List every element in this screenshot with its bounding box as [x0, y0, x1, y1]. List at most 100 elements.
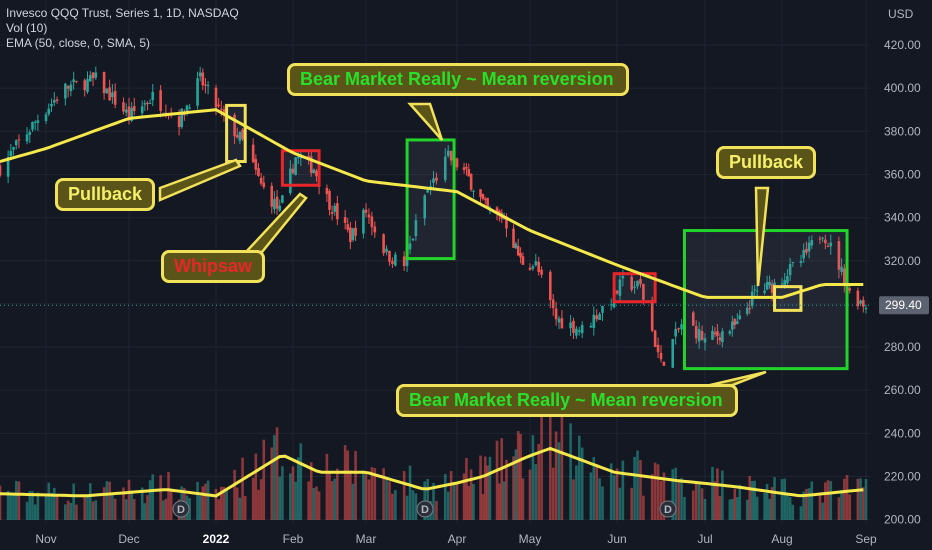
- volume-bar: [735, 497, 739, 520]
- candle-body: [414, 220, 418, 237]
- candle-body: [674, 328, 677, 337]
- last-price-badge: [879, 296, 929, 315]
- candle-body: [639, 279, 642, 285]
- volume-bar: [328, 472, 331, 520]
- volume-bar: [402, 471, 406, 520]
- volume-bar: [519, 433, 522, 520]
- volume-bar: [270, 447, 274, 520]
- candle-body: [206, 85, 210, 87]
- volume-bar: [94, 500, 98, 520]
- volume-bar: [829, 481, 833, 520]
- price-tick-label: 340.00: [884, 211, 921, 225]
- volume-bar: [713, 481, 717, 520]
- time-tick-label: May: [519, 532, 542, 546]
- volume-bar: [859, 478, 862, 520]
- candle-body: [309, 156, 313, 173]
- candle-body: [733, 319, 737, 325]
- candle-body: [656, 344, 660, 353]
- candle-body: [198, 72, 202, 77]
- volume-bar: [656, 464, 660, 520]
- volume-bar: [44, 495, 48, 520]
- candle-body: [146, 102, 149, 105]
- volume-bar: [677, 478, 680, 520]
- volume-bar: [733, 489, 737, 520]
- candle-body: [25, 134, 29, 142]
- price-tick-label: 400.00: [884, 81, 921, 95]
- candle-body: [391, 260, 394, 265]
- candle-body: [479, 189, 482, 198]
- volume-bar: [674, 467, 677, 520]
- time-tick-label: Sep: [855, 532, 877, 546]
- volume-bar: [225, 490, 228, 520]
- volume-bar: [575, 465, 578, 520]
- highlight-box-yellow: [225, 103, 247, 164]
- candle-body: [837, 241, 841, 270]
- time-tick-label: Nov: [35, 532, 56, 546]
- candle-body: [44, 114, 48, 121]
- price-axis[interactable]: USD420.00400.00380.00360.00340.00320.003…: [870, 0, 932, 550]
- dividend-marker: [416, 500, 434, 518]
- candle-body: [810, 240, 814, 246]
- volume-bar: [307, 481, 310, 520]
- volume-bar: [108, 481, 111, 520]
- dividend-marker: [659, 500, 677, 518]
- time-tick-label: Mar: [356, 532, 377, 546]
- symbol-title[interactable]: Invesco QQQ Trust, Series 1, 1D, NASDAQ: [6, 6, 239, 20]
- candle-body: [659, 353, 663, 360]
- candle-body: [349, 227, 352, 243]
- candle-body: [521, 256, 525, 265]
- candle-body: [694, 326, 698, 339]
- volume-bar: [50, 492, 53, 520]
- volume-bar: [151, 474, 155, 520]
- volume-bar: [472, 484, 475, 520]
- candle-body: [636, 280, 639, 287]
- volume-bar: [662, 472, 666, 520]
- highlight-box-red: [280, 149, 321, 187]
- time-axis-bg: [0, 526, 932, 550]
- callout-connectors: [158, 102, 770, 388]
- candle-body: [235, 135, 239, 138]
- volume-bar: [748, 475, 752, 520]
- time-axis[interactable]: Nov Dec 2022 Feb Mar Apr May Jun Jul Aug Sep: [0, 526, 932, 550]
- candle-body: [385, 248, 388, 253]
- candle-body: [204, 84, 207, 86]
- volume-bar: [217, 499, 220, 520]
- candle-body: [140, 106, 144, 114]
- volume-bar: [354, 451, 357, 520]
- volume-bar: [426, 478, 429, 520]
- volume-bar: [768, 498, 771, 520]
- volume-bar: [259, 479, 263, 520]
- volume-bar: [238, 497, 242, 520]
- volume-bar: [837, 497, 841, 520]
- volume-bar: [309, 462, 313, 520]
- candle-body: [572, 320, 575, 333]
- volume-bar: [462, 473, 466, 520]
- volume-bar: [405, 495, 409, 520]
- ema-indicator-label[interactable]: EMA (50, close, 0, SMA, 5): [6, 36, 151, 50]
- candle-body: [14, 140, 18, 146]
- volume-bar: [750, 480, 754, 520]
- candle-body: [680, 324, 683, 330]
- volume-bar: [845, 475, 849, 520]
- volume-indicator-label[interactable]: Vol (10): [6, 21, 48, 35]
- volume-bar: [481, 494, 485, 520]
- candle-body: [388, 250, 391, 262]
- volume-bar: [528, 469, 532, 520]
- volume-bar: [146, 495, 149, 520]
- candle-body: [278, 205, 282, 211]
- price-tick-label: 360.00: [884, 167, 921, 181]
- price-tick-label: 200.00: [884, 513, 921, 527]
- volume-bar: [763, 492, 766, 520]
- volume-bar: [802, 491, 805, 520]
- volume-bar: [691, 490, 695, 520]
- time-tick-label: Feb: [283, 532, 304, 546]
- candle-body: [6, 156, 10, 177]
- volume-bar: [826, 480, 830, 520]
- candle-body: [467, 169, 471, 177]
- volume-bar: [609, 463, 613, 520]
- highlight-boxes: [225, 103, 849, 371]
- callout-bear-market-top: Bear Market Really ~ Mean reversion: [287, 63, 629, 96]
- dividend-marker-label: D: [421, 504, 429, 516]
- volume-bar: [738, 484, 742, 520]
